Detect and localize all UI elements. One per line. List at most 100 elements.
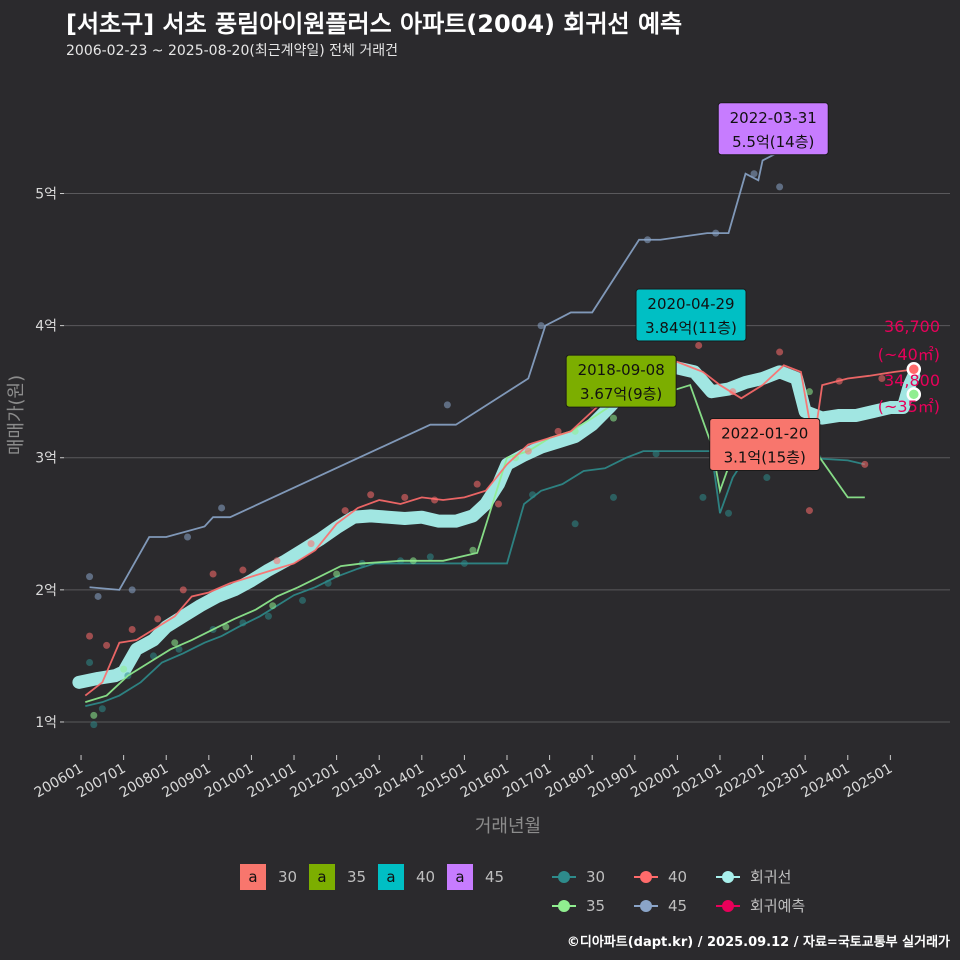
- data-point-40: [776, 348, 784, 356]
- legend: a 30 a 35 a 40 a 45 30 40 회귀선 35 45 회귀예측: [240, 864, 805, 915]
- forecast-price-label: 34,800: [884, 371, 940, 390]
- annotation-date: 2022-03-31: [730, 109, 817, 127]
- legend-area-glyph: a: [455, 868, 464, 886]
- annotation-box: [635, 288, 747, 342]
- y-tick-label: 1억: [35, 715, 57, 731]
- legend-area-swatch: [309, 864, 335, 890]
- series-line-35: [85, 383, 865, 704]
- data-point-40: [367, 491, 375, 499]
- legend-line-marker: [558, 900, 570, 912]
- regression-line: [72, 361, 921, 689]
- data-point-40: [473, 480, 481, 488]
- data-point-30: [264, 612, 272, 620]
- series-line-40: [84, 357, 917, 697]
- legend-area-label: 35: [347, 868, 366, 886]
- data-point-40: [273, 557, 281, 565]
- legend-line-marker: [722, 900, 734, 912]
- data-point-40: [805, 507, 813, 515]
- x-tick-label: 202501: [841, 761, 895, 802]
- legend-area-label: 45: [485, 868, 504, 886]
- data-point-45: [94, 592, 102, 600]
- legend-area-glyph: a: [317, 868, 326, 886]
- legend-line-label: 회귀선: [750, 868, 791, 886]
- data-point-30: [175, 645, 183, 653]
- annotation-date: 2018-09-08: [578, 361, 665, 379]
- data-point-40: [128, 625, 136, 633]
- data-point-40: [103, 641, 111, 649]
- data-point-35: [90, 711, 98, 719]
- legend-line-label: 35: [586, 897, 605, 915]
- data-point-30: [699, 493, 707, 501]
- data-point-35: [269, 602, 277, 610]
- data-point-35: [609, 414, 617, 422]
- legend-line-label: 40: [668, 868, 687, 886]
- legend-area-swatch: [240, 864, 266, 890]
- legend-line-marker: [640, 900, 652, 912]
- forecast-area-label: (~40㎡): [878, 345, 940, 364]
- y-tick-label: 2억: [35, 583, 57, 599]
- data-point-45: [86, 573, 94, 581]
- legend-area-label: 30: [278, 868, 297, 886]
- series-layer: [72, 126, 921, 729]
- chart-subtitle: 2006-02-23 ~ 2025-08-20(최근계약일) 전체 거래건: [66, 43, 398, 59]
- legend-area-swatch: [447, 864, 473, 890]
- annotation-value: 3.84억(11층): [645, 319, 737, 337]
- annotation-layer: 36,700 (~40㎡) 34,800 (~35㎡) 2022-03-31 5.5억(1…: [565, 102, 940, 472]
- series-line-45: [89, 126, 797, 591]
- data-point-40: [239, 566, 247, 574]
- data-point-35: [333, 570, 341, 578]
- data-point-40: [179, 586, 187, 594]
- data-point-45: [537, 322, 545, 330]
- y-tick-label: 4억: [35, 319, 57, 335]
- data-point-40: [154, 615, 162, 623]
- data-point-35: [171, 639, 179, 647]
- data-point-40: [307, 540, 315, 548]
- data-point-45: [128, 586, 136, 594]
- forecast-area-label: (~35㎡): [878, 397, 940, 416]
- legend-area-glyph: a: [386, 868, 395, 886]
- forecast-point: [906, 361, 922, 377]
- data-point-30: [426, 553, 434, 561]
- legend-line-label: 45: [668, 897, 687, 915]
- chart-title: [서초구] 서초 풍림아이원플러스 아파트(2004) 회귀선 예측: [66, 10, 683, 38]
- annotation-box: [709, 418, 821, 472]
- data-point-35: [469, 546, 477, 554]
- data-point-30: [299, 596, 307, 604]
- legend-line-label: 30: [586, 868, 605, 886]
- legend-area-label: 40: [416, 868, 435, 886]
- legend-line-marker: [558, 871, 570, 883]
- data-point-40: [524, 447, 532, 455]
- x-axis-title: 거래년월: [475, 816, 541, 837]
- data-point-40: [341, 507, 349, 515]
- legend-area-swatch: [378, 864, 404, 890]
- data-point-45: [443, 401, 451, 409]
- data-point-30: [609, 493, 617, 501]
- y-tick-label: 5억: [35, 187, 57, 203]
- data-point-40: [554, 427, 562, 435]
- forecast-price-label: 36,700: [884, 317, 940, 336]
- data-point-40: [86, 632, 94, 640]
- data-point-30: [86, 659, 94, 667]
- annotation-value: 3.67억(9층): [580, 385, 662, 403]
- data-point-30: [725, 509, 732, 517]
- legend-area-glyph: a: [248, 868, 257, 886]
- annotation-date: 2020-04-29: [647, 295, 734, 313]
- data-point-30: [90, 721, 98, 729]
- forecast-point: [906, 387, 922, 402]
- legend-line-label: 회귀예측: [750, 897, 805, 915]
- data-point-30: [98, 705, 106, 713]
- legend-line-marker: [640, 871, 652, 883]
- data-point-35: [120, 665, 128, 673]
- data-point-40: [401, 493, 409, 501]
- y-axis-title: 매매가(원): [6, 375, 27, 455]
- annotation-date: 2022-01-20: [721, 425, 808, 443]
- data-point-40: [209, 570, 217, 578]
- annotation-value: 3.1억(15층): [724, 449, 806, 467]
- data-source-credit: ©디아파트(dapt.kr) / 2025.09.12 / 자료=국토교통부 실…: [566, 935, 950, 950]
- annotation-box: [565, 354, 677, 408]
- annotation-value: 5.5억(14층): [732, 133, 814, 151]
- series-line-30: [85, 450, 866, 707]
- data-point-30: [763, 474, 771, 482]
- data-point-45: [750, 170, 758, 178]
